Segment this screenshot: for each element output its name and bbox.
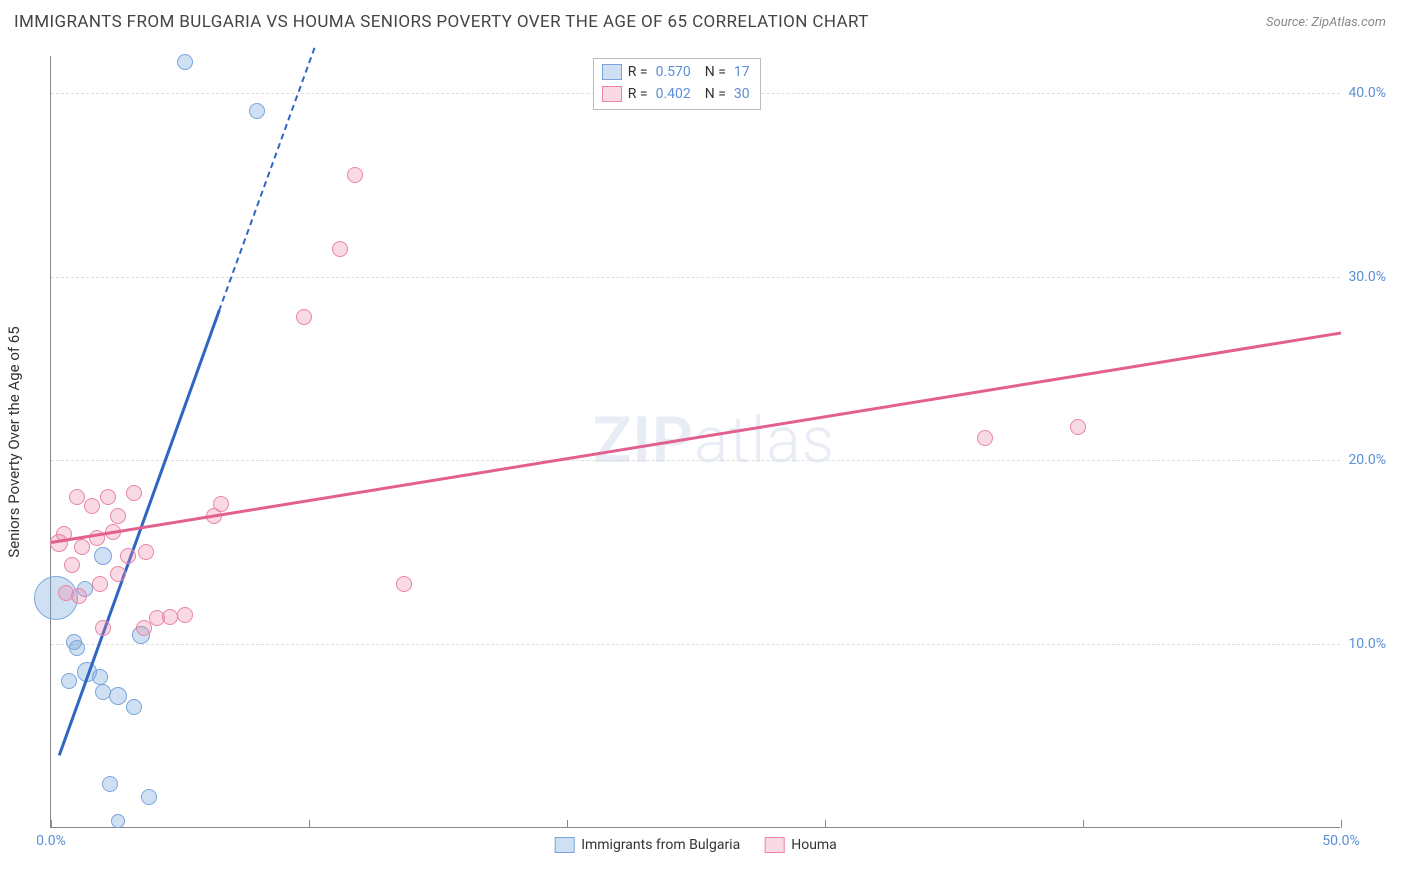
legend-r-value: 0.570 [656,64,691,80]
y-tick-label: 30.0% [1340,269,1386,285]
x-tick [567,820,568,828]
watermark-light: atlas [694,403,835,478]
watermark: ZIPatlas [593,403,835,478]
scatter-plot: ZIPatlas 10.0%20.0%30.0%40.0%0.0%50.0%R … [50,56,1340,828]
legend-series-name: Immigrants from Bulgaria [581,837,740,853]
data-point [110,508,126,524]
data-point [141,789,157,805]
bottom-legend: Immigrants from Bulgaria Houma [554,837,837,853]
gridline [51,277,1340,278]
data-point [332,241,348,257]
legend-n-label: N = [705,86,726,102]
x-tick [1341,820,1342,828]
legend-n-label: N = [705,64,726,80]
data-point [213,496,229,512]
data-point [66,634,82,650]
gridline [51,460,1340,461]
data-point [347,167,363,183]
correlation-legend: R = 0.570 N = 17 R = 0.402 N = 30 [593,58,761,110]
y-tick-label: 10.0% [1340,636,1386,652]
data-point [74,539,90,555]
y-tick-label: 20.0% [1340,452,1386,468]
trend-line [51,332,1341,544]
data-point [177,607,193,623]
x-tick [309,820,310,828]
data-point [100,489,116,505]
data-point [64,557,80,573]
data-point [92,669,108,685]
legend-r-label: R = [628,86,648,102]
legend-item: Immigrants from Bulgaria [554,837,740,853]
legend-swatch [764,837,784,853]
y-tick-label: 40.0% [1340,85,1386,101]
chart-title: IMMIGRANTS FROM BULGARIA VS HOUMA SENIOR… [14,12,869,32]
legend-n-value: 30 [734,86,750,102]
data-point [126,485,142,501]
data-point [296,309,312,325]
legend-r-value: 0.402 [656,86,691,102]
data-point [71,588,87,604]
data-point [84,498,100,514]
data-point [138,544,154,560]
data-point [61,673,77,689]
x-tick-label: 50.0% [1322,833,1360,849]
data-point [126,699,142,715]
legend-item: Houma [764,837,837,853]
chart-area: Seniors Poverty Over the Age of 65 ZIPat… [50,56,1386,828]
data-point [69,489,85,505]
x-tick [1083,820,1084,828]
data-point [111,814,125,828]
x-tick [825,820,826,828]
data-point [92,576,108,592]
data-point [95,684,111,700]
data-point [136,620,152,636]
gridline [51,644,1340,645]
legend-row: R = 0.402 N = 30 [602,83,752,105]
data-point [396,576,412,592]
data-point [94,547,112,565]
y-axis-label: Seniors Poverty Over the Age of 65 [5,326,23,557]
legend-swatch [602,64,622,80]
data-point [102,776,118,792]
legend-row: R = 0.570 N = 17 [602,61,752,83]
trend-line [218,47,315,311]
data-point [1070,419,1086,435]
data-point [249,103,265,119]
data-point [110,566,126,582]
data-point [95,620,111,636]
legend-r-label: R = [628,64,648,80]
legend-swatch [602,86,622,102]
data-point [977,430,993,446]
data-point [120,548,136,564]
data-point [109,687,127,705]
x-tick [51,820,52,828]
trend-line [58,310,220,756]
legend-n-value: 17 [734,64,750,80]
data-point [162,609,178,625]
legend-series-name: Houma [791,837,837,853]
legend-swatch [554,837,574,853]
data-point [177,54,193,70]
chart-source: Source: ZipAtlas.com [1266,15,1386,30]
x-tick-label: 0.0% [36,833,66,849]
